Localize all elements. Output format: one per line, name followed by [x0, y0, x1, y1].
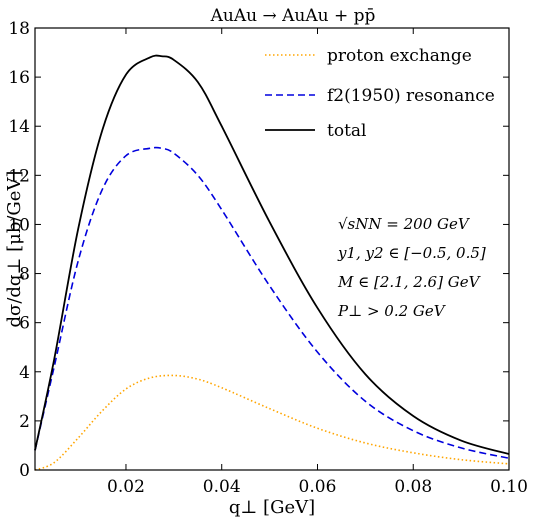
x-tick-label: 0.08	[394, 477, 432, 497]
x-axis-label: q⊥ [GeV]	[229, 497, 315, 518]
legend-label-1: f2(1950) resonance	[327, 86, 495, 106]
y-tick-label: 8	[19, 265, 30, 285]
y-tick-label: 18	[8, 19, 30, 39]
x-tick-label: 0.02	[107, 477, 145, 497]
y-axis-label: dσ/dq⊥ [μb/GeV]	[4, 171, 25, 328]
legend: proton exchange f2(1950) resonance total	[265, 46, 495, 141]
annotation-block: √sNN = 200 GeV y1, y2 ∈ [−0.5, 0.5] M ∈ …	[337, 215, 486, 320]
chart-title: AuAu → AuAu + pp̄	[210, 6, 376, 26]
x-tick-label: 0.04	[203, 477, 241, 497]
y-tick-label: 10	[8, 215, 30, 235]
legend-label-0: proton exchange	[327, 46, 472, 66]
series-line-2	[34, 54, 510, 455]
annotation-energy: √sNN = 200 GeV	[338, 215, 471, 233]
x-tick-label: 0.06	[299, 477, 337, 497]
annotation-pperp: P⊥ > 0.2 GeV	[337, 302, 447, 320]
y-tick-label: 6	[19, 314, 30, 334]
x-tick-label: 0.10	[490, 477, 528, 497]
y-tick-label: 0	[19, 461, 30, 481]
plot-frame	[34, 27, 510, 471]
annotation-rapidity: y1, y2 ∈ [−0.5, 0.5]	[337, 244, 486, 262]
y-axis: 0 2 4 6 8 10 12 14 16 18	[8, 19, 509, 481]
plot-area	[34, 27, 510, 471]
series-line-0	[34, 374, 510, 471]
series-layer	[34, 54, 510, 471]
y-tick-label: 4	[19, 363, 30, 383]
legend-label-2: total	[327, 121, 366, 141]
annotation-mass: M ∈ [2.1, 2.6] GeV	[337, 273, 482, 291]
y-tick-label: 14	[8, 117, 30, 137]
y-tick-label: 12	[8, 166, 30, 186]
y-tick-label: 16	[8, 68, 30, 88]
series-line-1	[34, 146, 510, 459]
y-tick-label: 2	[19, 412, 30, 432]
x-axis: 0.02 0.04 0.06 0.08 0.10	[107, 28, 528, 497]
